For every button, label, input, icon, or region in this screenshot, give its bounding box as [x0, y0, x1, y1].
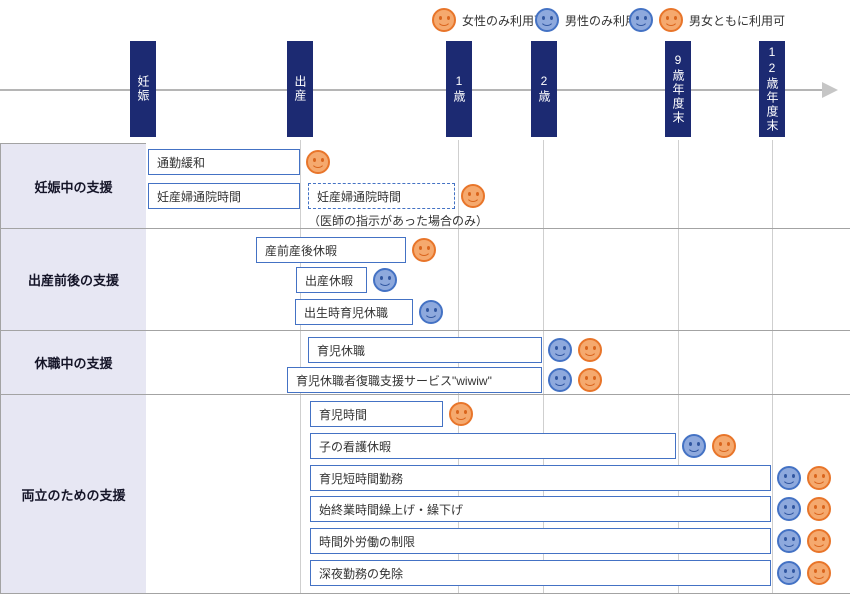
legend-item-both: 男女ともに利用可 — [629, 8, 785, 32]
female-face-icon — [807, 561, 831, 585]
male-face-icon — [777, 561, 801, 585]
section-line-3 — [0, 394, 850, 395]
female-face-icon — [712, 434, 736, 458]
male-face-icon — [777, 466, 801, 490]
female-face-icon — [412, 238, 436, 262]
gridline-age-9 — [678, 140, 679, 593]
legend-item-female-only: 女性のみ利用可 — [432, 8, 546, 32]
program-label-box: 子の看護休暇 — [310, 433, 676, 459]
program-item-child-nursing-leave: 子の看護休暇 — [310, 433, 736, 459]
category-support-around-childbirth: 出産前後の支援 — [0, 229, 146, 330]
section-line-1 — [0, 228, 850, 229]
female-face-icon — [807, 466, 831, 490]
program-label-box: 育児休職 — [308, 337, 542, 363]
section-line-bottom — [0, 593, 850, 594]
timeline-bar-age-2: 2歳 — [531, 41, 557, 137]
program-item-night-work-exemption: 深夜勤務の免除 — [310, 560, 831, 586]
timeline-bar-age-12-fy-end: 12歳年度末 — [759, 41, 785, 137]
category-support-during-pregnancy: 妊娠中の支援 — [0, 144, 146, 228]
program-label-box: 時間外労働の制限 — [310, 528, 771, 554]
male-face-icon — [682, 434, 706, 458]
male-face-icon — [548, 338, 572, 362]
female-face-icon — [578, 338, 602, 362]
program-item-maternity-checkup-time: 妊産婦通院時間 — [148, 183, 300, 209]
gridline-age-12 — [772, 140, 773, 593]
program-item-commuting-relief: 通勤緩和 — [148, 149, 330, 175]
program-item-childcare-leave: 育児休職 — [308, 337, 602, 363]
legend-label: 女性のみ利用可 — [462, 13, 547, 28]
section-line-2 — [0, 330, 850, 331]
female-face-icon — [432, 8, 456, 32]
program-item-childcare-time: 育児時間 — [310, 401, 473, 427]
female-face-icon — [449, 402, 473, 426]
program-label-box: 育児休職者復職支援サービス"wiwiw" — [287, 367, 542, 393]
male-face-icon — [629, 8, 653, 32]
gridline-age-2 — [543, 140, 544, 593]
program-item-paternity-childcare-leave: 出生時育児休職 — [295, 299, 443, 325]
timeline-arrow-icon — [822, 82, 838, 98]
program-item-pre-post-natal-leave: 産前産後休暇 — [256, 237, 436, 263]
timeline-bar-age-9-fy-end: 9歳年度末 — [665, 41, 691, 137]
female-face-icon — [578, 368, 602, 392]
female-face-icon — [807, 497, 831, 521]
timeline-axis — [0, 89, 824, 91]
section-line-top — [0, 143, 145, 144]
program-label-box: 出生時育児休職 — [295, 299, 413, 325]
legend-label: 男性のみ利用可 — [565, 13, 650, 28]
program-item-shortened-work-hours: 育児短時間勤務 — [310, 465, 831, 491]
female-face-icon — [461, 184, 485, 208]
category-support-for-balance: 両立のための支援 — [0, 395, 146, 593]
doctor-instruction-note: （医師の指示があった場合のみ） — [308, 214, 489, 228]
program-label-box: 深夜勤務の免除 — [310, 560, 771, 586]
male-face-icon — [419, 300, 443, 324]
male-face-icon — [373, 268, 397, 292]
program-label-box: 育児短時間勤務 — [310, 465, 771, 491]
category-support-during-leave: 休職中の支援 — [0, 331, 146, 394]
program-item-wiwiw-return-support: 育児休職者復職支援サービス"wiwiw" — [287, 367, 602, 393]
program-label-box-dashed: 妊産婦通院時間 — [308, 183, 455, 209]
gridline-birth — [300, 140, 301, 593]
gridline-age-1 — [458, 140, 459, 593]
legend-item-male-only: 男性のみ利用可 — [535, 8, 649, 32]
male-face-icon — [777, 497, 801, 521]
male-face-icon — [548, 368, 572, 392]
program-label-box: 通勤緩和 — [148, 149, 300, 175]
program-label-box: 出産休暇 — [296, 267, 367, 293]
program-label-box: 始終業時間繰上げ・繰下げ — [310, 496, 771, 522]
program-item-maternity-checkup-time-extended: 妊産婦通院時間 — [308, 183, 485, 209]
program-label-box: 妊産婦通院時間 — [148, 183, 300, 209]
female-face-icon — [807, 529, 831, 553]
male-face-icon — [777, 529, 801, 553]
program-item-overtime-limit: 時間外労働の制限 — [310, 528, 831, 554]
female-face-icon — [659, 8, 683, 32]
male-face-icon — [535, 8, 559, 32]
timeline-bar-birth: 出産 — [287, 41, 313, 137]
timeline-bar-pregnancy: 妊娠 — [130, 41, 156, 137]
program-item-childbirth-leave: 出産休暇 — [296, 267, 397, 293]
timeline-bar-age-1: 1歳 — [446, 41, 472, 137]
program-label-box: 育児時間 — [310, 401, 443, 427]
legend-label: 男女ともに利用可 — [689, 13, 786, 28]
program-label-box: 産前産後休暇 — [256, 237, 406, 263]
female-face-icon — [306, 150, 330, 174]
program-item-staggered-work-hours: 始終業時間繰上げ・繰下げ — [310, 496, 831, 522]
